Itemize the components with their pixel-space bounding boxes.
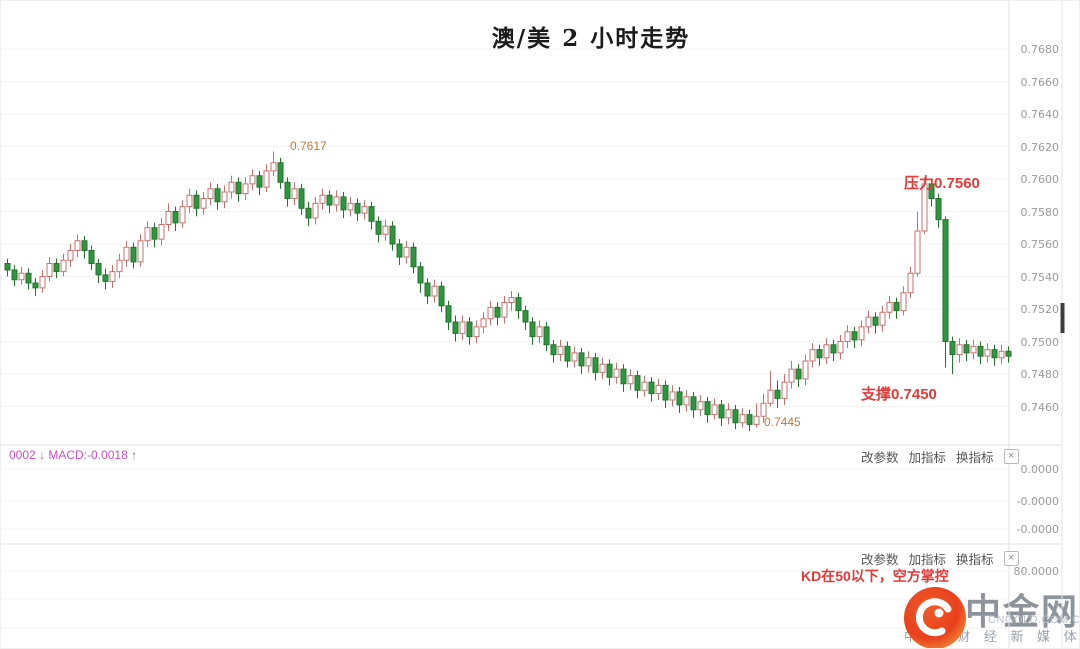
macd-indicator-label: 0002 ↓ MACD:-0.0018 ↑ [9,448,137,462]
price-axis-label: 0.7540 [1020,270,1060,284]
arrow-down-icon: ↓ [39,448,46,462]
arrow-up-icon: ↑ [131,448,138,462]
kd-edit-params-button[interactable]: 改参数 [861,553,899,567]
kd-annotation: KD在50以下，空方掌控 [801,568,949,584]
price-axis-label: 0.7660 [1020,75,1060,89]
kd-switch-indicator-button[interactable]: 换指标 [956,553,994,567]
price-axis-label: 0.7520 [1020,303,1060,316]
scrollbar-thumb[interactable] [1060,303,1065,333]
macd-axis-label: -0.0000 [1016,495,1059,508]
cngold-logo [899,582,1079,648]
macd-label-prefix: 0002 [9,448,36,462]
macd-value-label: MACD:-0.0018 [48,448,128,462]
price-axis-label: 0.7500 [1020,335,1060,349]
price-axis-label: 0.7600 [1020,173,1060,186]
macd-switch-indicator-button[interactable]: 换指标 [956,451,994,465]
macd-axis-label: -0.0000 [1016,523,1059,536]
macd-close-icon[interactable]: × [1003,449,1019,464]
price-axis-label: 0.7460 [1020,400,1060,414]
cngold-logo-icon [904,587,966,648]
price-axis-label: 0.7640 [1020,108,1060,121]
kd-add-indicator-button[interactable]: 加指标 [908,553,947,567]
kd-close-icon[interactable]: × [1003,551,1019,566]
price-axis-label: 0.7680 [1020,43,1060,56]
price-axis-label: 0.7480 [1020,368,1060,381]
price-axis-label: 0.7580 [1020,205,1060,219]
trough-price-annotation: 0.7445 [764,415,801,429]
peak-price-annotation: 0.7617 [290,139,327,153]
kd-axis-label: 80.0000 [1013,565,1060,578]
price-axis-label: 0.7620 [1020,140,1060,154]
macd-toolbar: 改参数 加指标 换指标 × [861,447,1019,466]
cngold-brand-text: 中金网 [965,591,1080,632]
macd-edit-params-button[interactable]: 改参数 [861,451,899,465]
price-axis-label: 0.7560 [1020,238,1060,251]
macd-add-indicator-button[interactable]: 加指标 [908,451,947,465]
support-annotation: 支撑0.7450 [861,386,937,403]
kd-toolbar: 改参数 加指标 换指标 × [861,549,1019,568]
resistance-annotation: 压力0.7560 [904,175,980,192]
macd-axis-label: 0.0000 [1020,463,1060,476]
cngold-domain-text: CNGOLD.COM.CN [988,614,1080,626]
chart-title: 澳/美 2 小时走势 [491,25,691,52]
